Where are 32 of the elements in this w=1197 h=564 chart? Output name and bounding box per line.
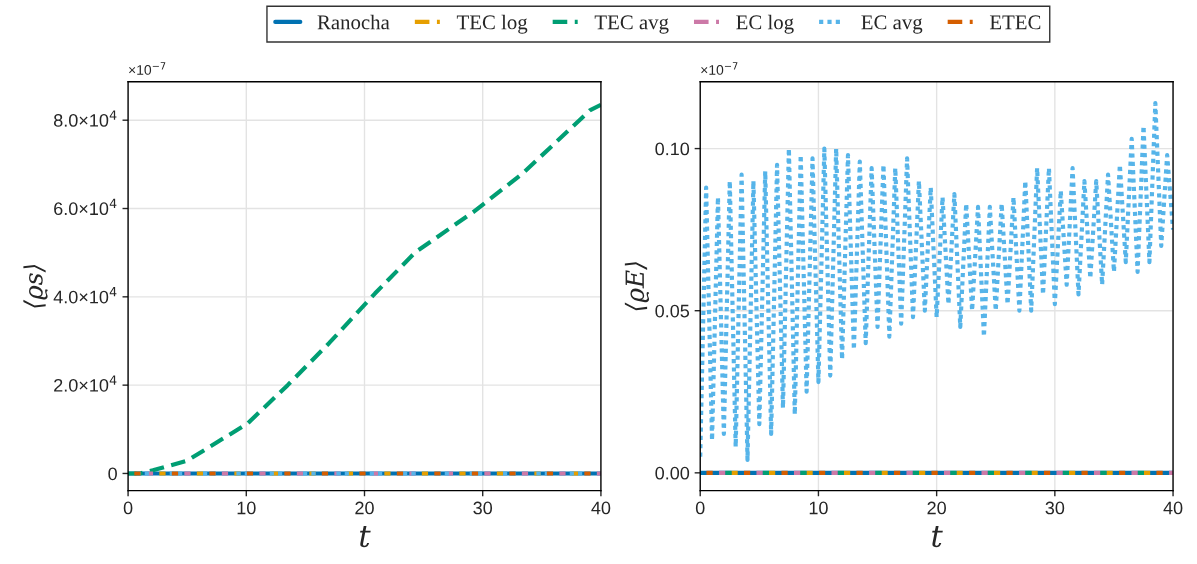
y-axis-title: ⟨ϱs⟩: [23, 264, 48, 308]
x-axis-title: t: [360, 525, 371, 548]
text: ×10$^{−7}$: [701, 62, 738, 75]
x-tick-label: 30: [1045, 501, 1065, 515]
legend-label: ETEC: [989, 15, 1041, 30]
y-tick-label: 0.00: [655, 466, 690, 480]
x-tick-label: 20: [355, 501, 374, 515]
legend-label: EC avg: [861, 15, 923, 34]
y-axis-title: ⟨ϱE⟩: [624, 262, 650, 311]
line-series: [128, 102, 601, 476]
x-tick-label: 0: [123, 501, 133, 515]
y-tick-label: 6.0×10$^{4}$: [54, 198, 117, 216]
legend-label: Ranocha: [317, 14, 390, 30]
x-tick-label: 10: [237, 501, 256, 515]
x-tick-label: 40: [1163, 501, 1183, 515]
legend-label: EC log: [736, 14, 794, 34]
y-tick-label: 0.10: [655, 142, 690, 156]
legend-label: TEC avg: [594, 15, 669, 34]
legend-label: TEC log: [456, 14, 528, 34]
text: ×10$^{−7}$: [129, 62, 166, 75]
y-tick-label: 2.0×10$^{4}$: [54, 375, 117, 392]
y-tick-label: 4.0×10$^{4}$: [53, 287, 117, 304]
x-tick-label: 20: [927, 501, 946, 515]
x-tick-label: 30: [473, 501, 493, 515]
x-tick-label: 40: [591, 501, 611, 515]
x-tick-label: 0: [695, 501, 705, 515]
y-tick-label: 0: [108, 467, 117, 481]
line-series: [700, 101, 1174, 462]
x-axis-title: t: [932, 525, 943, 548]
x-tick-label: 10: [809, 501, 828, 515]
y-tick-label: 8.0×10$^{4}$: [53, 110, 117, 127]
y-tick-label: 0.05: [655, 304, 690, 318]
